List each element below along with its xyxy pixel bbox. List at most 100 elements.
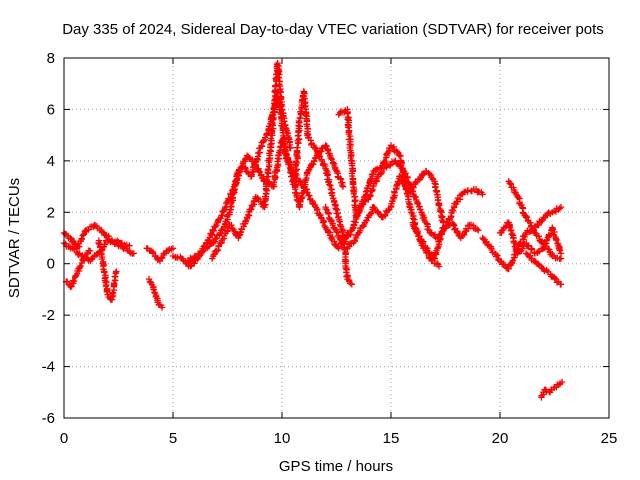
data-point bbox=[285, 161, 292, 168]
data-point bbox=[391, 189, 398, 197]
data-point bbox=[164, 247, 172, 254]
data-point bbox=[169, 245, 177, 252]
data-point bbox=[336, 218, 343, 225]
x-axis-label: GPS time / hours bbox=[279, 458, 393, 475]
data-point bbox=[318, 156, 325, 163]
data-point bbox=[322, 142, 329, 149]
data-point bbox=[305, 167, 312, 175]
data-point bbox=[435, 263, 443, 270]
data-point bbox=[329, 159, 337, 167]
data-point bbox=[80, 230, 87, 238]
data-point bbox=[344, 116, 351, 123]
data-point bbox=[344, 110, 351, 117]
data-point bbox=[527, 219, 534, 227]
data-point bbox=[449, 207, 457, 214]
data-point bbox=[77, 262, 84, 270]
data-point bbox=[331, 225, 338, 232]
data-point bbox=[475, 227, 482, 234]
data-point bbox=[101, 269, 108, 276]
data-point bbox=[319, 219, 327, 226]
y-axis-label: SDTVAR / TECUs bbox=[6, 178, 23, 298]
data-point bbox=[406, 203, 413, 210]
data-point bbox=[420, 171, 427, 178]
data-point bbox=[76, 263, 84, 271]
data-point bbox=[432, 187, 440, 194]
data-point bbox=[225, 195, 233, 203]
data-point bbox=[440, 219, 447, 226]
data-point bbox=[322, 205, 329, 213]
data-point bbox=[67, 234, 74, 242]
data-point bbox=[236, 232, 243, 239]
data-point bbox=[245, 211, 252, 218]
data-point bbox=[366, 179, 373, 186]
data-point bbox=[187, 263, 194, 270]
data-point bbox=[255, 168, 263, 175]
data-point bbox=[113, 268, 120, 275]
data-point bbox=[87, 256, 94, 263]
x-tick-label: 25 bbox=[601, 430, 618, 447]
data-point bbox=[302, 112, 309, 119]
data-point bbox=[462, 228, 469, 235]
data-point bbox=[552, 275, 559, 283]
data-points bbox=[60, 59, 566, 401]
data-point bbox=[337, 175, 344, 182]
data-point bbox=[296, 114, 304, 122]
data-point bbox=[364, 185, 371, 192]
data-point bbox=[339, 183, 347, 190]
data-point bbox=[299, 193, 306, 201]
data-point bbox=[326, 181, 333, 188]
data-point bbox=[282, 150, 289, 157]
data-point bbox=[523, 214, 530, 221]
data-point bbox=[378, 170, 385, 177]
data-point bbox=[293, 171, 300, 179]
data-point bbox=[262, 134, 269, 141]
data-point bbox=[218, 227, 225, 234]
data-point bbox=[380, 158, 388, 166]
data-point bbox=[535, 260, 542, 268]
data-point bbox=[220, 207, 228, 215]
data-point bbox=[551, 274, 558, 282]
data-point bbox=[507, 227, 515, 234]
data-point bbox=[494, 252, 501, 259]
y-tick-label: -4 bbox=[42, 359, 55, 376]
data-point bbox=[348, 281, 355, 288]
data-point bbox=[369, 170, 377, 178]
data-point bbox=[497, 257, 505, 265]
data-point bbox=[258, 171, 265, 178]
data-point bbox=[295, 117, 303, 125]
data-point bbox=[79, 232, 86, 239]
data-point bbox=[70, 278, 78, 285]
data-point bbox=[372, 166, 380, 174]
data-point bbox=[328, 156, 335, 163]
data-point bbox=[413, 229, 421, 236]
data-point bbox=[270, 179, 278, 186]
data-point bbox=[362, 188, 370, 195]
data-point bbox=[525, 242, 532, 249]
data-point bbox=[238, 163, 246, 170]
data-point bbox=[87, 247, 94, 255]
data-point bbox=[278, 103, 285, 110]
data-point bbox=[397, 161, 405, 169]
x-tick-label: 20 bbox=[492, 430, 509, 447]
data-point bbox=[310, 158, 318, 165]
axis-ticks: 0 5 10 15 20 25 -6 -4 -2 0 2 4 6 8 bbox=[42, 50, 618, 447]
data-point bbox=[558, 378, 566, 386]
data-point bbox=[557, 255, 565, 262]
data-point bbox=[436, 202, 443, 209]
data-point bbox=[149, 248, 157, 256]
data-point bbox=[337, 221, 344, 229]
data-point bbox=[78, 236, 85, 243]
data-point bbox=[262, 181, 270, 188]
data-point bbox=[429, 256, 436, 264]
data-point bbox=[432, 250, 439, 257]
data-point bbox=[385, 207, 392, 214]
y-tick-label: 2 bbox=[47, 204, 55, 221]
y-tick-label: 6 bbox=[47, 101, 55, 118]
data-point bbox=[553, 236, 560, 244]
data-point bbox=[237, 229, 244, 236]
data-point bbox=[473, 225, 481, 233]
x-tick-label: 10 bbox=[274, 430, 291, 447]
data-point bbox=[130, 250, 137, 257]
data-point bbox=[394, 178, 402, 185]
